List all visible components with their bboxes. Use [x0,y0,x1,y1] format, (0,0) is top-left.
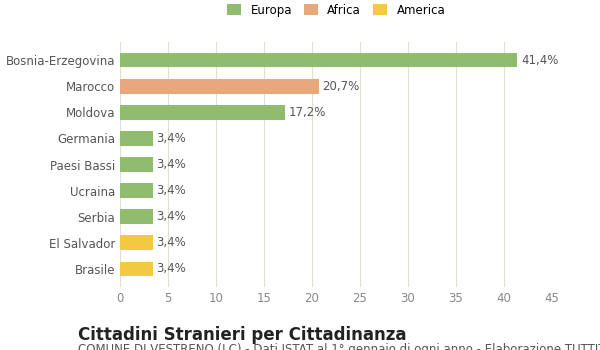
Text: 3,4%: 3,4% [157,210,186,223]
Bar [120,236,152,250]
Text: 3,4%: 3,4% [157,262,186,275]
Bar [120,79,319,93]
Text: Cittadini Stranieri per Cittadinanza: Cittadini Stranieri per Cittadinanza [78,326,407,343]
Bar [120,183,152,198]
Text: COMUNE DI VESTRENO (LC) - Dati ISTAT al 1° gennaio di ogni anno - Elaborazione T: COMUNE DI VESTRENO (LC) - Dati ISTAT al … [78,343,600,350]
Bar [120,261,152,276]
Text: 3,4%: 3,4% [157,132,186,145]
Text: 3,4%: 3,4% [157,158,186,171]
Text: 3,4%: 3,4% [157,236,186,249]
Text: 20,7%: 20,7% [323,80,360,93]
Text: 41,4%: 41,4% [521,54,559,67]
Bar [120,158,152,172]
Text: 3,4%: 3,4% [157,184,186,197]
Bar [120,53,517,68]
Bar [120,131,152,146]
Bar [120,105,285,120]
Text: 17,2%: 17,2% [289,106,326,119]
Legend: Europa, Africa, America: Europa, Africa, America [227,4,445,17]
Bar [120,209,152,224]
